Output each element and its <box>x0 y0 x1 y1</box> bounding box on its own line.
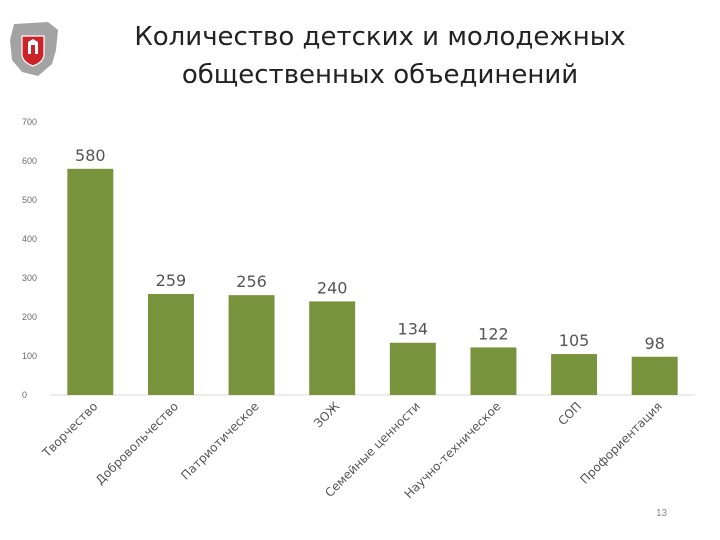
title-line-2: общественных объединений <box>181 60 579 90</box>
bar <box>228 295 275 395</box>
category-label: Профориентация <box>577 399 665 487</box>
data-label: 259 <box>156 271 187 290</box>
y-tick-label: 0 <box>22 390 27 400</box>
data-label: 98 <box>645 334 665 353</box>
bar <box>147 293 194 395</box>
data-label: 122 <box>478 324 509 343</box>
data-label: 240 <box>317 278 348 297</box>
category-label: Творчество <box>39 399 100 460</box>
category-label: СОП <box>555 399 584 428</box>
page-number: 13 <box>656 508 668 519</box>
y-tick-label: 200 <box>22 312 37 322</box>
y-tick-label: 600 <box>22 156 37 166</box>
y-tick-label: 300 <box>22 273 37 283</box>
perm-krai-coat-of-arms-icon <box>8 20 62 78</box>
data-label: 580 <box>75 146 106 165</box>
bar-chart: 0 100 200 300 400 500 600 700 580 Творчество 259 До… <box>22 117 695 501</box>
bar <box>389 342 436 395</box>
page-title: Количество детских и молодежных обществе… <box>90 18 670 94</box>
bar <box>309 301 356 395</box>
data-label: 256 <box>236 272 267 291</box>
data-label: 134 <box>398 320 429 339</box>
category-label: Добровольчество <box>93 399 181 487</box>
y-tick-label: 100 <box>22 351 37 361</box>
bar <box>631 356 678 395</box>
data-label: 105 <box>559 331 590 350</box>
bar <box>470 347 517 395</box>
category-label: ЗОЖ <box>311 399 342 430</box>
category-label: Патриотическое <box>178 399 261 482</box>
bar <box>67 168 114 395</box>
title-line-1: Количество детских и молодежных <box>134 22 626 52</box>
y-tick-label: 400 <box>22 234 37 244</box>
y-tick-label: 700 <box>22 117 37 127</box>
bar <box>551 354 598 395</box>
y-tick-label: 500 <box>22 195 37 205</box>
